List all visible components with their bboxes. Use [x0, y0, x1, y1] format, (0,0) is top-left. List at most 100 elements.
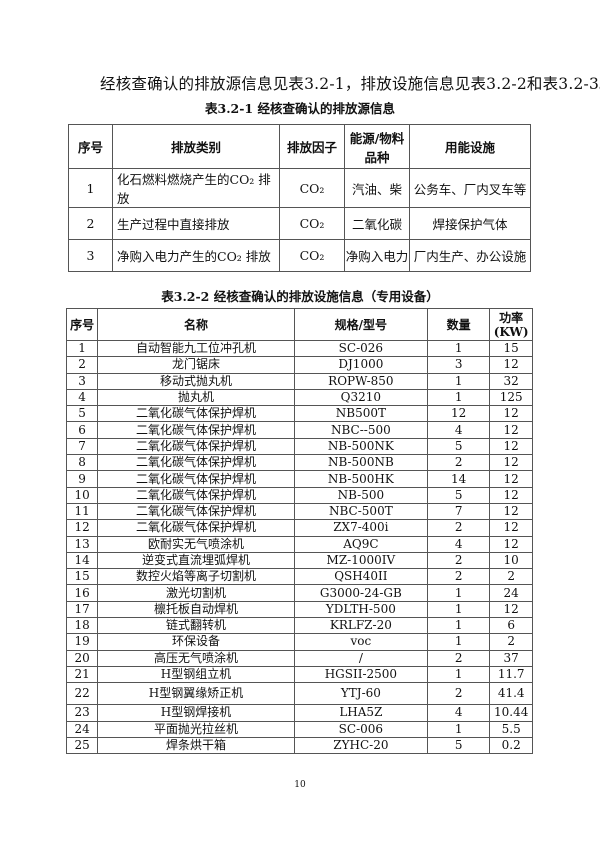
- table-cell: 12: [489, 437, 533, 456]
- table-cell: 化石燃料燃烧产生的CO₂ 排放: [112, 168, 280, 208]
- table-cell: 17: [65, 600, 99, 619]
- table-cell: 1: [426, 388, 491, 407]
- table-cell: 12: [489, 454, 533, 472]
- table-row: 15 数控火焰等离子切割机 QSH40II 2 2: [65, 568, 533, 586]
- table-cell: YDLTH-500: [293, 600, 428, 619]
- page-number: 10: [294, 780, 306, 790]
- table-cell: 1: [426, 617, 491, 635]
- table-cell: 2: [68, 207, 113, 240]
- table-cell: 环保设备: [97, 633, 295, 651]
- column-header: 排放因子: [279, 124, 345, 169]
- table-cell: 二氧化碳气体保护焊机: [97, 519, 295, 537]
- table-cell: 5: [426, 736, 491, 755]
- table-cell: AQ9C: [293, 535, 428, 553]
- table-cell: 链式翻转机: [97, 617, 295, 635]
- table-cell: 净购入电力: [344, 239, 410, 272]
- table-row: 8 二氧化碳气体保护焊机 NB-500NB 2 12: [65, 454, 533, 472]
- table-cell: KRLFZ-20: [293, 617, 428, 635]
- table-cell: 9: [65, 470, 99, 488]
- table-cell: ZX7-400i: [293, 519, 428, 537]
- table-cell: 4: [426, 535, 491, 553]
- table-cell: 1: [426, 720, 491, 738]
- table-row: 17 檩托板自动焊机 YDLTH-500 1 12: [65, 600, 533, 619]
- table-cell: 1: [426, 372, 491, 390]
- column-header: 排放类别: [112, 124, 280, 169]
- table-cell: 1: [426, 600, 491, 619]
- table-cell: 激光切割机: [97, 584, 295, 602]
- table-row: 12 二氧化碳气体保护焊机 ZX7-400i 2 12: [65, 519, 533, 537]
- table-cell: 24: [489, 584, 533, 602]
- table-cell: 欧耐实无气喷涂机: [97, 535, 295, 553]
- emission-facility-table: 序号 名称 规格/型号 数量 功率(KW) 1 自动智能九工位冲孔机 SC-026 1 15 2 龙…: [65, 308, 533, 755]
- table-cell: NB500T: [293, 405, 428, 423]
- table-cell: H型钢组立机: [97, 665, 295, 684]
- table-cell: 厂内生产、办公设施: [409, 239, 531, 272]
- table-cell: 2: [65, 356, 99, 374]
- table-row: 25 焊条烘干箱 ZYHC-20 5 0.2: [65, 736, 533, 755]
- table-cell: 净购入电力产生的CO₂ 排放: [112, 239, 280, 272]
- table-row: 23 H型钢焊接机 LHA5Z 4 10.44: [65, 704, 533, 722]
- table-row: 19 环保设备 voc 1 2: [65, 633, 533, 651]
- table-cell: 12: [489, 421, 533, 439]
- table-cell: 19: [65, 633, 99, 651]
- table-cell: 12: [489, 502, 533, 521]
- table-cell: NBC--500: [293, 421, 428, 439]
- table-cell: 5: [65, 405, 99, 423]
- column-header: 序号: [65, 308, 99, 341]
- table-row: 9 二氧化碳气体保护焊机 NB-500HK 14 12: [65, 470, 533, 488]
- table-cell: MZ-1000IV: [293, 551, 428, 570]
- table-cell: 12: [489, 356, 533, 374]
- table-cell: 24: [65, 720, 99, 738]
- table-cell: NBC-500T: [293, 502, 428, 521]
- table-cell: voc: [293, 633, 428, 651]
- table-cell: NB-500HK: [293, 470, 428, 488]
- table-cell: CO₂: [279, 207, 345, 240]
- table-cell: 125: [489, 388, 533, 407]
- table-cell: 14: [65, 551, 99, 570]
- table-cell: 41.4: [489, 682, 533, 706]
- table-cell: 二氧化碳气体保护焊机: [97, 470, 295, 488]
- column-header: 名称: [97, 308, 295, 341]
- table-cell: 逆变式直流埋弧焊机: [97, 551, 295, 570]
- column-header: 功率(KW): [489, 308, 533, 341]
- table-cell: 14: [426, 470, 491, 488]
- table-cell: 32: [489, 372, 533, 390]
- table-cell: 4: [426, 704, 491, 722]
- table-cell: 2: [426, 519, 491, 537]
- table-cell: 5: [426, 437, 491, 456]
- table-cell: 二氧化碳气体保护焊机: [97, 502, 295, 521]
- column-header: 序号: [68, 124, 113, 169]
- table-cell: 2: [426, 568, 491, 586]
- table-cell: 4: [426, 421, 491, 439]
- table-row: 4 抛丸机 Q3210 1 125: [65, 388, 533, 407]
- table-cell: 10.44: [489, 704, 533, 722]
- table-cell: 数控火焰等离子切割机: [97, 568, 295, 586]
- table-cell: 12: [426, 405, 491, 423]
- table-cell: 1: [426, 339, 491, 358]
- table-cell: G3000-24-GB: [293, 584, 428, 602]
- table-cell: 21: [65, 665, 99, 684]
- table-cell: CO₂: [279, 239, 345, 272]
- table-cell: LHA5Z: [293, 704, 428, 722]
- table-cell: 0.2: [489, 736, 533, 755]
- table-cell: 二氧化碳气体保护焊机: [97, 437, 295, 456]
- table-cell: 6: [65, 421, 99, 439]
- table-cell: Q3210: [293, 388, 428, 407]
- column-header: 能源/物料品种: [344, 124, 410, 169]
- table-cell: 11.7: [489, 665, 533, 684]
- table-row: 21 H型钢组立机 HGSII-2500 1 11.7: [65, 665, 533, 684]
- table-cell: 2: [489, 568, 533, 586]
- table-cell: CO₂: [279, 168, 345, 208]
- table-cell: 自动智能九工位冲孔机: [97, 339, 295, 358]
- table-row: 2 生产过程中直接排放 CO₂ 二氧化碳 焊接保护气体: [68, 207, 531, 240]
- table-cell: 高压无气喷涂机: [97, 649, 295, 667]
- table-cell: H型钢翼缘矫正机: [97, 682, 295, 706]
- table-cell: 汽油、柴: [344, 168, 410, 208]
- table-cell: 2: [426, 454, 491, 472]
- table-cell: 焊条烘干箱: [97, 736, 295, 755]
- table-cell: 12: [65, 519, 99, 537]
- table-cell: 10: [65, 486, 99, 504]
- table-cell: 12: [489, 486, 533, 504]
- table-cell: 5.5: [489, 720, 533, 738]
- table-cell: 抛丸机: [97, 388, 295, 407]
